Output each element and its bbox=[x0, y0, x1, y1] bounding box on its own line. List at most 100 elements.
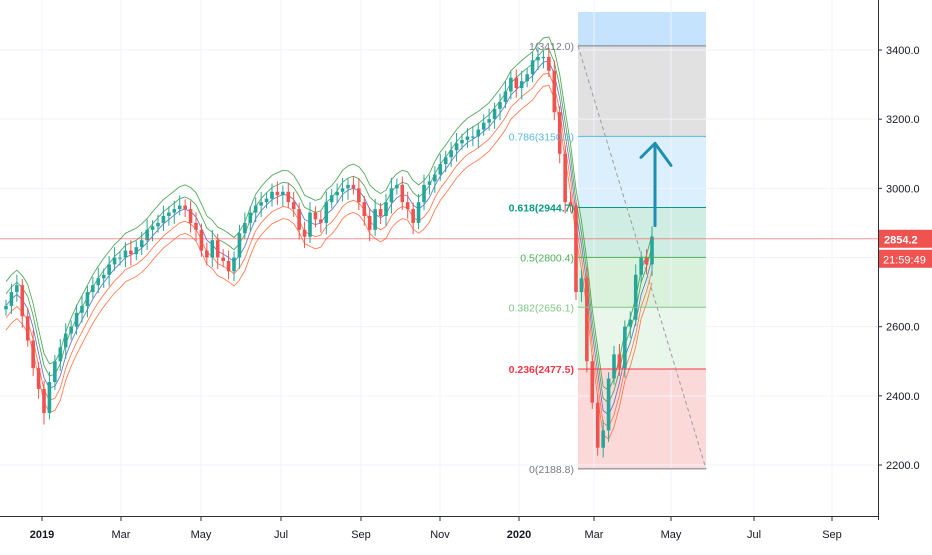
candle-body bbox=[96, 278, 101, 286]
candle-body bbox=[601, 430, 605, 448]
candle-body bbox=[80, 305, 84, 313]
candle-body bbox=[498, 101, 502, 109]
candle-body bbox=[650, 236, 654, 265]
candle-body bbox=[172, 209, 177, 213]
time-axis[interactable]: 2019 Mar May Jul Sep Nov 2020 Mar May Jul Sep bbox=[0, 516, 878, 550]
candle-body bbox=[568, 202, 573, 206]
candle-body bbox=[384, 202, 388, 216]
candle-body bbox=[487, 119, 491, 123]
candle-body bbox=[129, 250, 133, 255]
candle-body bbox=[226, 260, 231, 272]
candle-body bbox=[378, 209, 383, 216]
fib-label-0.5: 0.5(2800.4) bbox=[520, 252, 574, 264]
price-tick-label: 2200.0 bbox=[886, 460, 920, 472]
candle-body bbox=[574, 205, 578, 293]
candle-body bbox=[36, 368, 41, 389]
candle-body bbox=[319, 219, 323, 223]
candle-body bbox=[161, 216, 166, 223]
candle-body bbox=[281, 191, 285, 196]
fib-label-0.382: 0.382(2656.1) bbox=[509, 302, 574, 314]
candle-body bbox=[329, 195, 334, 203]
candle-body bbox=[42, 388, 46, 414]
candle-body bbox=[514, 77, 519, 89]
candle-body bbox=[547, 56, 551, 71]
candle-body bbox=[297, 209, 301, 230]
candle-body bbox=[351, 184, 356, 189]
last-price-tag: 2854.2 bbox=[884, 234, 918, 246]
candle-body bbox=[31, 340, 35, 369]
candle-body bbox=[438, 164, 443, 175]
candle-body bbox=[471, 136, 475, 138]
candle-body bbox=[275, 191, 280, 196]
fibonacci-bands bbox=[578, 11, 706, 469]
candle-body bbox=[405, 202, 410, 210]
candle-body bbox=[389, 188, 394, 203]
candle-body bbox=[433, 174, 437, 182]
candle-body bbox=[492, 108, 497, 120]
price-tick-label: 3400.0 bbox=[886, 45, 920, 57]
time-tick-label: May bbox=[191, 529, 212, 541]
candle-body bbox=[519, 81, 524, 89]
vertical-grid bbox=[0, 0, 878, 514]
candle-body bbox=[367, 216, 372, 230]
candle-body bbox=[590, 361, 595, 403]
projection-arrow-head bbox=[639, 141, 673, 167]
candle-body bbox=[177, 205, 182, 210]
candle-body bbox=[340, 188, 345, 192]
candle-body bbox=[58, 347, 63, 362]
candle-body bbox=[139, 240, 144, 248]
fib-label-0.618: 0.618(2944.7) bbox=[509, 202, 574, 214]
candle-body bbox=[579, 278, 584, 293]
price-tick-label: 2400.0 bbox=[886, 391, 920, 403]
candle-body bbox=[199, 229, 204, 251]
candle-body bbox=[248, 212, 253, 223]
candle-body bbox=[183, 205, 187, 210]
candle-body bbox=[639, 257, 643, 275]
candle-body bbox=[53, 361, 57, 382]
candle-body bbox=[422, 184, 426, 203]
fib-label-1: 1(3412.0) bbox=[529, 41, 574, 53]
candle-body bbox=[286, 191, 291, 203]
fib-band-0 bbox=[578, 11, 706, 46]
candle-body bbox=[134, 247, 139, 255]
candle-body bbox=[25, 316, 30, 341]
candle-body bbox=[346, 184, 350, 189]
candle-body bbox=[101, 274, 106, 279]
candle-body bbox=[454, 143, 459, 151]
candle-body bbox=[302, 229, 307, 237]
candle-body bbox=[541, 56, 546, 59]
fib-label-0: 0(2188.8) bbox=[529, 464, 574, 476]
candle-body bbox=[118, 257, 122, 259]
fib-trend-line bbox=[577, 45, 707, 470]
candle-body bbox=[617, 354, 622, 369]
candle-body bbox=[476, 129, 481, 137]
candle-body bbox=[74, 312, 79, 327]
time-tick-label: 2019 bbox=[30, 529, 54, 541]
candle-body bbox=[107, 264, 111, 275]
candle-body bbox=[205, 250, 209, 258]
candle-body bbox=[291, 202, 296, 210]
candle-body bbox=[530, 60, 535, 75]
envelope-bands bbox=[5, 36, 653, 440]
fib-band-3 bbox=[578, 207, 706, 258]
candle-body bbox=[606, 378, 611, 431]
candle-body bbox=[563, 153, 567, 203]
last-price-tag-bg bbox=[879, 229, 932, 248]
candle-body bbox=[595, 402, 600, 448]
candle-body bbox=[400, 184, 405, 203]
fib-band-2 bbox=[578, 136, 706, 208]
candle-body bbox=[237, 233, 242, 258]
candle-body bbox=[150, 226, 155, 230]
candle-body bbox=[324, 202, 329, 223]
candle-body bbox=[362, 202, 367, 216]
candle-body bbox=[221, 257, 225, 261]
price-axis[interactable]: 3400.03200.03000.02800.02600.02400.02200… bbox=[878, 0, 932, 550]
candle-body bbox=[644, 257, 649, 265]
candle-body bbox=[335, 191, 339, 196]
candle-body bbox=[15, 285, 19, 293]
price-tick-label: 3000.0 bbox=[886, 183, 920, 195]
candle-body bbox=[9, 292, 14, 306]
candle-body bbox=[259, 202, 263, 206]
